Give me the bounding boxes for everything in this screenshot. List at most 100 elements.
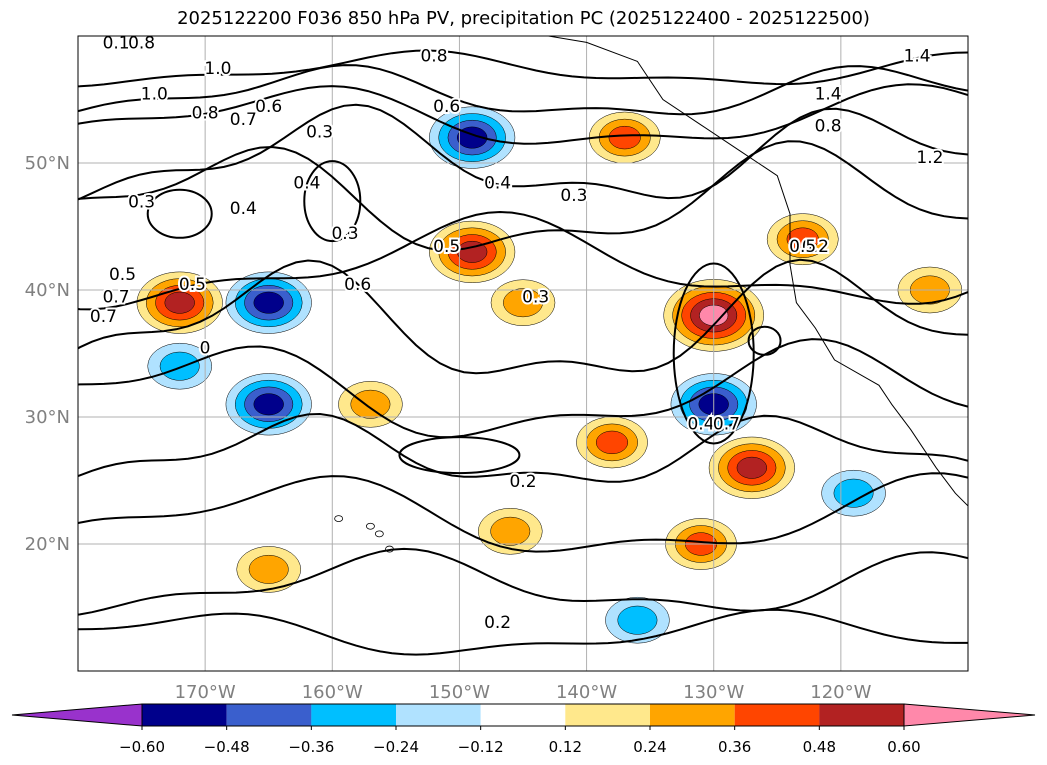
pv-contour-loop (303, 160, 362, 243)
colorbar: −0.60 −0.48 −0.36 −0.24 −0.12 0.12 0.24 0.36 0.4… (11, 703, 1036, 756)
contour-label: 1.4 (904, 46, 931, 66)
colorbar-segment (142, 704, 227, 726)
contour-label: 0.2 (484, 613, 511, 633)
colorbar-tick-label: 0.36 (718, 738, 751, 756)
lon-tick-label: 160°W (302, 682, 363, 703)
anomaly-fill (786, 227, 819, 251)
anomaly-region (225, 271, 312, 334)
colorbar-tick-label: −0.48 (204, 738, 250, 756)
lat-tick-label: 50°N (25, 153, 70, 174)
contour-label: 0.6 (255, 97, 282, 117)
pv-contour-loop (398, 436, 521, 475)
contour-label: 0.3 (331, 224, 358, 244)
anomaly-region (708, 436, 795, 499)
contour-label: 0.5 (433, 237, 460, 257)
lat-tick-label: 40°N (25, 280, 70, 301)
contour-label: 0.6 (344, 275, 371, 295)
anomaly-region (429, 106, 516, 169)
contour-label: 0.8 (420, 46, 447, 66)
pv-contour-line (78, 49, 968, 88)
colorbar-tick-label: −0.24 (373, 738, 419, 756)
pv-contour-line (78, 64, 968, 116)
coastline (446, 36, 968, 507)
lon-tick-label: 120°W (810, 682, 871, 703)
anomaly-region (147, 342, 212, 390)
colorbar-tick-label: 0.12 (549, 738, 582, 756)
contour-label: 0.1 (103, 34, 130, 54)
anomaly-fill (253, 291, 284, 314)
anomaly-fill (159, 351, 200, 381)
anomaly-fill (350, 389, 391, 419)
plot-area: 0.10.81.01.00.8 0.70.60.40.30.30.40.30.60… (78, 34, 968, 671)
anomaly-fill (456, 240, 488, 263)
lon-tick-label: 130°W (683, 682, 744, 703)
pv-contour-loop (672, 262, 755, 445)
anomaly-region (236, 546, 301, 593)
plot-frame (77, 35, 969, 672)
contour-label: 1.0 (141, 85, 168, 105)
pv-contour-line (78, 140, 968, 252)
anomaly-fill (833, 478, 874, 508)
anomaly-region (136, 271, 223, 334)
pv-contour-line (78, 412, 968, 483)
anomaly-region (225, 373, 312, 436)
pv-contour-line (78, 608, 968, 656)
pv-contour-line (78, 472, 968, 553)
contour-label: 0 (200, 339, 211, 359)
hawaii-island (366, 522, 375, 530)
colorbar-segment (480, 704, 566, 726)
anomaly-fill (608, 125, 641, 150)
anomaly-region (478, 508, 543, 555)
colorbar-tick-label: 0.48 (803, 738, 836, 756)
contour-label: 0.7 (90, 307, 117, 327)
anomaly-region (605, 596, 670, 644)
pv-contour-line (78, 83, 968, 145)
lat-tick-label: 20°N (25, 534, 70, 555)
chart-title: 2025122200 F036 850 hPa PV, precipitatio… (177, 8, 870, 29)
contour-label: 0.3 (306, 123, 333, 143)
pv-contour-line (78, 258, 968, 375)
anomaly-fill (248, 554, 289, 584)
plot-background (78, 36, 968, 671)
anomaly-fill (595, 430, 629, 455)
contour-label: 1.4 (815, 85, 842, 105)
anomaly-fill (503, 288, 543, 318)
contour-label: 0.5 (179, 275, 206, 295)
contour-label: 0.2 (802, 237, 829, 257)
anomaly-fill (164, 291, 195, 314)
pv-contour-line (78, 338, 968, 439)
pv-contour-loop (747, 325, 782, 356)
contour-label: 0.4 (230, 199, 257, 219)
anomaly-fill (253, 393, 284, 416)
hawaii-island (374, 530, 384, 538)
colorbar-segment (396, 704, 481, 726)
lat-tick-label: 30°N (25, 407, 70, 428)
colorbar-tick-label: −0.12 (458, 738, 504, 756)
hawaii-island (334, 515, 344, 522)
anomaly-region (821, 469, 886, 517)
colorbar-tick-label: −0.60 (119, 738, 165, 756)
colorbar-segment (819, 704, 904, 726)
contour-label: 0.8 (815, 116, 842, 136)
contour-label: 0.3 (522, 288, 549, 308)
lon-tick-label: 140°W (556, 682, 617, 703)
contour-label: 0.5 (109, 265, 136, 285)
lon-tick-label: 170°W (175, 682, 236, 703)
contour-label: 1.2 (916, 148, 943, 168)
contour-label: 0.2 (509, 472, 536, 492)
anomaly-fill (736, 456, 768, 479)
contour-label: 0.7 (713, 415, 740, 435)
contour-label: 0.4 (484, 173, 511, 193)
pv-contour-line (78, 547, 968, 616)
anomaly-region (588, 111, 661, 164)
colorbar-extend-low (11, 703, 143, 727)
contour-label: 0.7 (230, 110, 257, 130)
colorbar-tick-label: 0.24 (633, 738, 666, 756)
colorbar-extend-high (903, 703, 1036, 727)
pv-contour-loop (146, 188, 213, 239)
colorbar-segment (311, 704, 396, 726)
colorbar-segment (650, 704, 735, 726)
pv-contour-line (78, 210, 968, 311)
contour-label: 1.0 (204, 59, 231, 79)
